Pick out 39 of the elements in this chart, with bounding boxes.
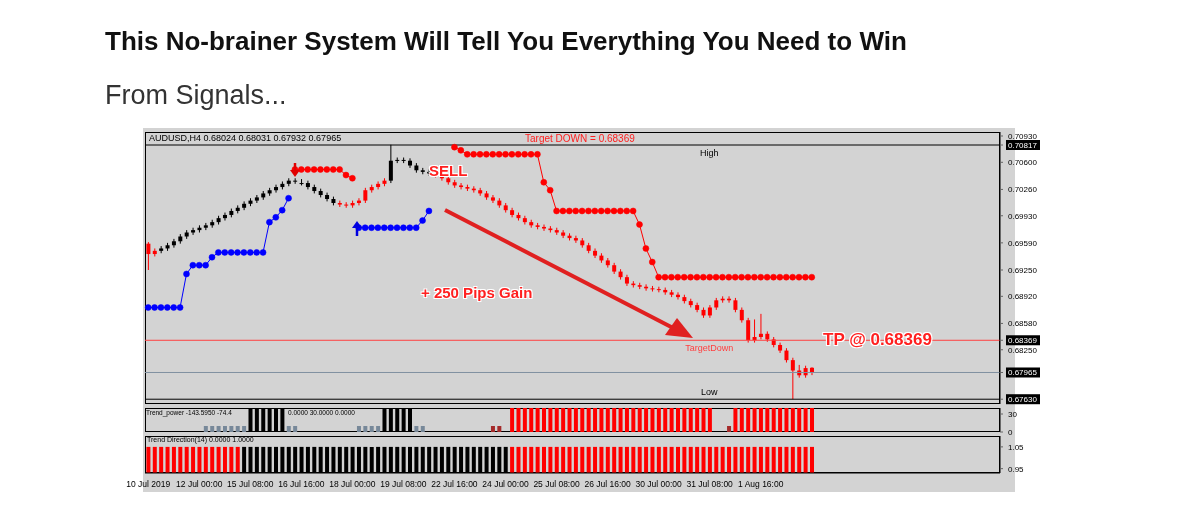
y-tick-label: 1.05	[1008, 442, 1025, 452]
y-tick-label: 0.68920	[1008, 292, 1038, 302]
annotation: Target DOWN = 0.68369	[525, 133, 635, 144]
x-tick-label: 1 Aug 16:00	[738, 479, 784, 490]
annotation: + 250 Pips Gain	[421, 284, 533, 301]
y-tick-label: 0.69590	[1008, 238, 1038, 248]
x-tick-label: 12 Jul 00:00	[176, 479, 223, 490]
y-tick-label: 0.67630	[1008, 395, 1038, 405]
x-tick-label: 30 Jul 00:00	[635, 479, 683, 490]
y-tick-label: 0.70930	[1008, 131, 1038, 141]
x-tick-label: 24 Jul 00:00	[482, 479, 529, 490]
x-tick-label: 31 Jul 08:00	[686, 479, 734, 490]
x-tick-label: 16 Jul 16:00	[278, 479, 325, 490]
y-tick-label: 0.70817	[1008, 141, 1038, 150]
y-tick-label: 0.69930	[1008, 211, 1038, 221]
x-tick-label: 22 Jul 16:00	[431, 479, 478, 490]
y-tick-label: 0.67965	[1008, 368, 1038, 378]
x-tick-label: 10 Jul 2019	[126, 479, 171, 490]
y-tick-label: 0.69250	[1008, 265, 1038, 275]
x-tick-label: 15 Jul 08:00	[227, 479, 274, 490]
y-tick-label: 0.68369	[1008, 336, 1038, 346]
annotation: SELL	[429, 162, 468, 179]
y-tick-label: 0.68250	[1008, 345, 1038, 355]
y-tick-label: 0	[1008, 428, 1013, 437]
x-tick-label: 19 Jul 08:00	[380, 479, 427, 490]
ref-line-label: Low	[701, 387, 719, 398]
x-tick-label: 26 Jul 16:00	[584, 479, 632, 490]
y-tick-label: 0.70260	[1008, 185, 1038, 195]
chart-subtitle: From Signals...	[105, 80, 287, 111]
y-tick-label: 30	[1008, 410, 1018, 419]
x-tick-label: 25 Jul 08:00	[533, 479, 580, 490]
annotation: AUDUSD,H4 0.68024 0.68031 0.67932 0.67965	[149, 133, 342, 143]
ref-line-label: High	[700, 148, 719, 158]
x-tick-label: 18 Jul 00:00	[329, 479, 376, 490]
y-tick-label: 0.70600	[1008, 158, 1038, 168]
ref-line-label: TargetDown	[685, 343, 734, 354]
y-tick-label: 0.68580	[1008, 319, 1038, 329]
y-tick-label: 0.95	[1008, 464, 1025, 474]
chart-title: This No-brainer System Will Tell You Everything You Need to Win	[105, 26, 907, 57]
